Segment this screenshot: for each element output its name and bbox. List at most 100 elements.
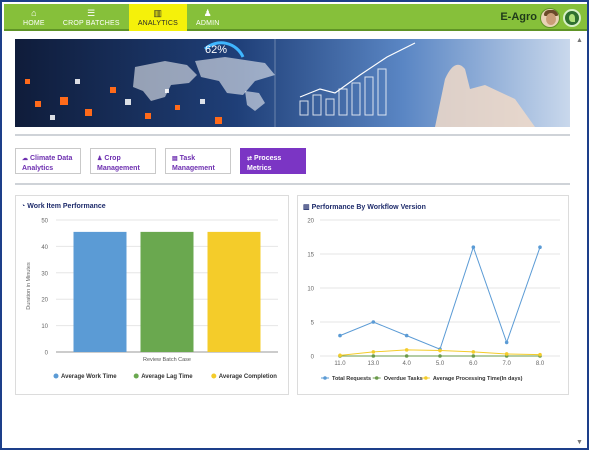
top-navigation-bar: ⌂ HOME ☰ CROP BATCHES ▥ ANALYTICS ♟ ADMI…: [4, 4, 587, 31]
divider-bottom: [15, 183, 570, 185]
y-tick-label: 50: [41, 219, 48, 225]
person-icon: ♟: [97, 156, 103, 162]
home-icon: ⌂: [31, 7, 37, 18]
nav-analytics[interactable]: ▥ ANALYTICS: [128, 4, 187, 31]
panel-title: ▥ Performance By Workflow Version: [303, 203, 426, 211]
nav-crop-batches[interactable]: ☰ CROP BATCHES: [54, 4, 129, 31]
x-tick-label: 4.0: [402, 361, 411, 367]
panel-performance-by-workflow: ▥ Performance By Workflow Version 0 5 10 15 2…: [297, 195, 569, 395]
banner-illustration: 62%: [25, 39, 535, 127]
leaf-logo-icon: [563, 9, 581, 27]
x-tick-label: 6.0: [469, 361, 478, 367]
divider-top: [15, 134, 570, 136]
data-point: [338, 333, 342, 338]
tab-label: Climate Data Analytics: [22, 155, 73, 172]
shuffle-icon: ⇄: [247, 156, 253, 162]
y-tick-label: 30: [41, 271, 48, 277]
tab-process-metrics[interactable]: ⇄ Process Metrics: [240, 148, 306, 174]
tab-climate-data-analytics[interactable]: ☁ Climate Data Analytics: [15, 148, 81, 174]
user-icon: ♟: [203, 7, 212, 18]
scroll-up-icon[interactable]: ▲: [576, 37, 583, 44]
legend-label: Average Work Time: [61, 374, 117, 380]
y-tick-label: 0: [45, 351, 49, 357]
x-tick-label: 13.0: [367, 361, 379, 367]
scroll-down-icon[interactable]: ▼: [576, 439, 583, 446]
data-point: [338, 353, 342, 358]
y-axis-label: Duration in Minutes: [26, 262, 32, 310]
main-content: 62% ☁ Climate Data Analytics ♟ C: [4, 33, 576, 448]
bar-chart-icon: ▥: [303, 204, 310, 211]
data-point: [371, 354, 376, 358]
y-tick-label: 20: [307, 219, 314, 225]
series-line: [339, 245, 541, 350]
data-point: [471, 350, 476, 354]
tab-task-management[interactable]: ▤ Task Management: [165, 148, 231, 174]
y-tick-label: 40: [41, 245, 48, 251]
y-tick-label: 5: [311, 321, 315, 327]
calendar-icon: ▤: [172, 156, 178, 162]
list-icon: ☰: [87, 7, 96, 18]
line-chart: 0 5 10 15 20 11.0 13.0 4.0 5.0 6.0 7.0 8.0 Total Req…: [307, 219, 560, 382]
nav-crop-batches-label: CROP BATCHES: [62, 19, 120, 27]
floating-squares: [25, 79, 222, 124]
data-point: [504, 352, 509, 356]
data-point: [438, 354, 442, 358]
nav-analytics-label: ANALYTICS: [137, 19, 178, 27]
vertical-scrollbar[interactable]: ▲ ▼: [574, 33, 585, 448]
avatar[interactable]: [540, 8, 560, 28]
legend-marker: [424, 376, 428, 380]
tab-label: Task Management: [172, 155, 215, 172]
legend-marker: [211, 373, 217, 379]
data-point: [404, 348, 409, 352]
y-tick-label: 20: [41, 298, 48, 304]
y-tick-label: 15: [307, 253, 314, 259]
legend-label: Average Lag Time: [141, 374, 193, 380]
y-tick-label: 10: [41, 324, 48, 330]
world-map-shape: [133, 57, 275, 111]
data-point: [538, 352, 542, 357]
bar: [140, 231, 194, 352]
x-tick-label: 5.0: [436, 361, 445, 367]
y-tick-label: 10: [307, 287, 314, 293]
legend-marker: [323, 376, 327, 380]
legend-label: Total Requests: [332, 376, 371, 382]
tab-label: Process Metrics: [247, 155, 282, 172]
analytics-tabs: ☁ Climate Data Analytics ♟ Crop Management…: [15, 148, 315, 174]
x-tick-label: 7.0: [502, 361, 511, 367]
banner-percent: 62%: [205, 44, 227, 56]
data-point: [404, 354, 409, 358]
nav-home[interactable]: ⌂ HOME: [14, 4, 54, 31]
data-point: [404, 333, 409, 338]
x-tick-label: 11.0: [334, 361, 346, 367]
x-tick-label: Review Batch Case: [143, 357, 191, 363]
legend-marker: [133, 373, 139, 379]
panel-title-text: Work Item Performance: [27, 203, 106, 210]
banner-trend-line: [299, 42, 416, 98]
analytics-banner: 62%: [15, 39, 570, 127]
legend-marker: [374, 376, 379, 380]
tab-label: Crop Management: [97, 155, 140, 172]
legend-marker: [53, 373, 59, 379]
avatar-face: [546, 13, 556, 25]
tab-crop-management[interactable]: ♟ Crop Management: [90, 148, 156, 174]
progress-ring: [203, 41, 245, 58]
data-point: [471, 354, 476, 358]
nav-home-label: HOME: [23, 19, 45, 27]
panel-title: ◔ Work Item Performance: [21, 203, 106, 210]
data-point: [371, 350, 376, 354]
bar: [73, 231, 127, 352]
bar: [207, 231, 261, 352]
nav-admin[interactable]: ♟ ADMIN: [187, 4, 229, 31]
bar-chart-icon: ▥: [153, 7, 163, 18]
floating-white-squares: [50, 79, 205, 120]
data-point: [538, 245, 542, 249]
y-tick-label: 0: [311, 355, 315, 361]
data-point: [371, 320, 376, 324]
nav-admin-label: ADMIN: [196, 19, 220, 27]
cloud-icon: ☁: [22, 156, 28, 162]
data-point: [504, 340, 509, 345]
panel-work-item-performance: ◔ Work Item Performance 0 10 20 30 40 50 Durati…: [15, 195, 289, 395]
main-nav: ⌂ HOME ☰ CROP BATCHES ▥ ANALYTICS ♟ ADMI…: [14, 4, 229, 31]
banner-bars: [299, 68, 387, 116]
